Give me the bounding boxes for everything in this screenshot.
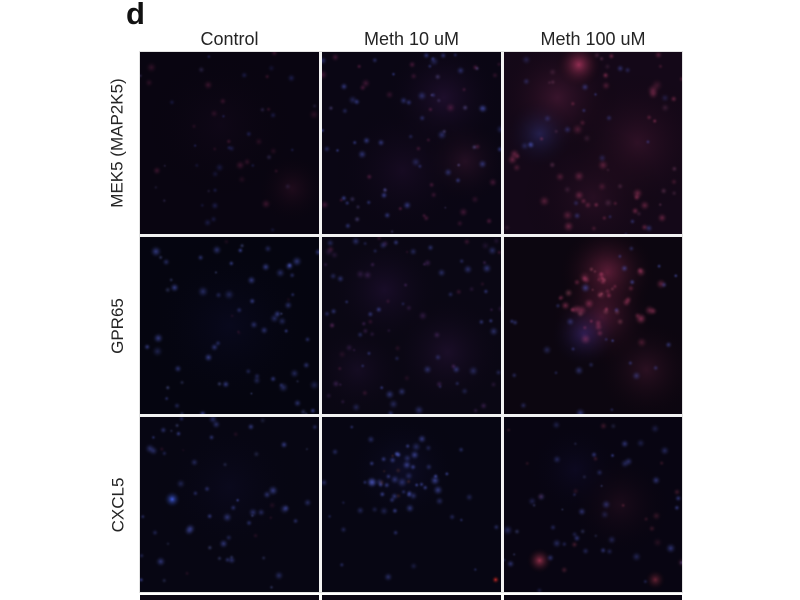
row-label-text: MEK5 (MAP2K5): [108, 78, 127, 208]
micrograph-gpr65-meth-10um: [322, 237, 501, 414]
micrograph-mek5-meth-100um: [504, 52, 682, 234]
column-header-control: Control: [200, 29, 259, 49]
micrograph-mek5-control: [140, 52, 319, 234]
figure-panel-letter: d: [126, 0, 145, 31]
cropped-next-row-sliver: [140, 595, 682, 600]
micrograph-cxcl5-control: [140, 417, 319, 592]
micrograph-grid: [139, 51, 683, 593]
row-label-cxcl5: CXCL5: [98, 417, 138, 592]
micrograph-mek5-meth-10um: [322, 52, 501, 234]
column-header-meth-10um: Meth 10 uM: [363, 29, 460, 49]
cropped-sliver-cell: [322, 595, 501, 600]
micrograph-gpr65-control: [140, 237, 319, 414]
row-label-gpr65: GPR65: [98, 237, 138, 414]
column-header-meth-100um: Meth 100 uM: [540, 29, 646, 49]
row-label-text: GPR65: [108, 297, 127, 354]
micrograph-gpr65-meth-100um: [504, 237, 682, 414]
row-label-mek5-map2k5: MEK5 (MAP2K5): [98, 52, 138, 234]
row-label-text: CXCL5: [108, 477, 127, 532]
micrograph-cxcl5-meth-100um: [504, 417, 682, 592]
cropped-sliver-cell: [504, 595, 682, 600]
cropped-sliver-cell: [140, 595, 319, 600]
micrograph-cxcl5-meth-10um: [322, 417, 501, 592]
